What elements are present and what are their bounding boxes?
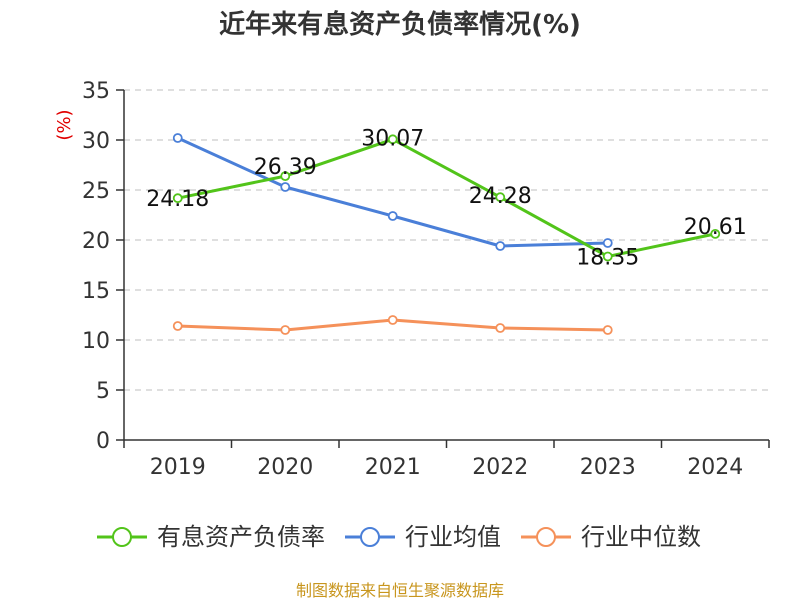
data-label-2020: 26.39: [254, 155, 317, 180]
point-0-2022: [495, 192, 506, 203]
legend-marker-0: [112, 527, 132, 547]
data-label-2022: 24.28: [469, 184, 532, 209]
legend-label-0: 有息资产负债率: [157, 523, 325, 551]
y-tick-label-10: 10: [82, 329, 110, 354]
x-tick-label-2022: 2022: [472, 455, 528, 480]
point-1-2019: [172, 133, 183, 143]
data-label-2019: 24.18: [146, 187, 209, 212]
axes: 0 5 10 15 20 25 30 35 2019 2020 2021 2022 2023 2024: [82, 79, 770, 480]
point-2-2023: [602, 325, 613, 335]
series-line-1: [177, 136, 608, 248]
legend-marker-1: [360, 527, 380, 547]
y-tick-label-35: 35: [82, 79, 110, 104]
y-tick-label-5: 5: [96, 379, 110, 404]
data-label-2024: 20.61: [684, 215, 747, 240]
point-2-2019: [172, 321, 183, 331]
y-tick-label-15: 15: [82, 279, 110, 304]
x-tick-label-2024: 2024: [687, 455, 743, 480]
x-tick-label-2021: 2021: [365, 455, 421, 480]
x-tick-label-2023: 2023: [580, 455, 636, 480]
data-label-2021: 30.07: [361, 126, 424, 151]
y-tick-label-20: 20: [82, 229, 110, 254]
y-tick-label-0: 0: [96, 429, 110, 454]
point-1-2021: [387, 211, 398, 221]
point-2-2022: [495, 323, 506, 333]
legend-label-2: 行业中位数: [581, 523, 701, 551]
legend-marker-2: [536, 527, 556, 547]
point-1-2022: [495, 241, 506, 251]
data-labels: 24.18 26.39 30.07 24.28 18.35 20.61: [146, 126, 746, 270]
legend: 有息资产负债率 行业均值 行业中位数: [97, 523, 701, 551]
y-axis-label: (%): [54, 109, 75, 140]
chart-title: 近年来有息资产负债率情况(%): [219, 9, 581, 40]
series-line-0: [177, 137, 716, 258]
point-1-2020: [280, 182, 291, 192]
series-lines: [172, 133, 721, 335]
point-1-2023: [602, 238, 613, 248]
point-0-2024: [710, 228, 721, 239]
y-tick-label-30: 30: [82, 129, 110, 154]
legend-label-1: 行业均值: [405, 523, 501, 551]
point-0-2019: [172, 193, 183, 204]
point-0-2023: [602, 251, 613, 262]
x-tick-label-2020: 2020: [257, 455, 313, 480]
point-0-2021: [387, 134, 398, 145]
grid-lines: [124, 89, 769, 391]
point-0-2020: [280, 171, 291, 182]
source-note: 制图数据来自恒生聚源数据库: [296, 581, 504, 600]
data-label-2023: 18.35: [576, 246, 639, 271]
point-2-2020: [280, 325, 291, 335]
x-tick-label-2019: 2019: [150, 455, 206, 480]
y-tick-label-25: 25: [82, 179, 110, 204]
point-2-2021: [387, 315, 398, 325]
